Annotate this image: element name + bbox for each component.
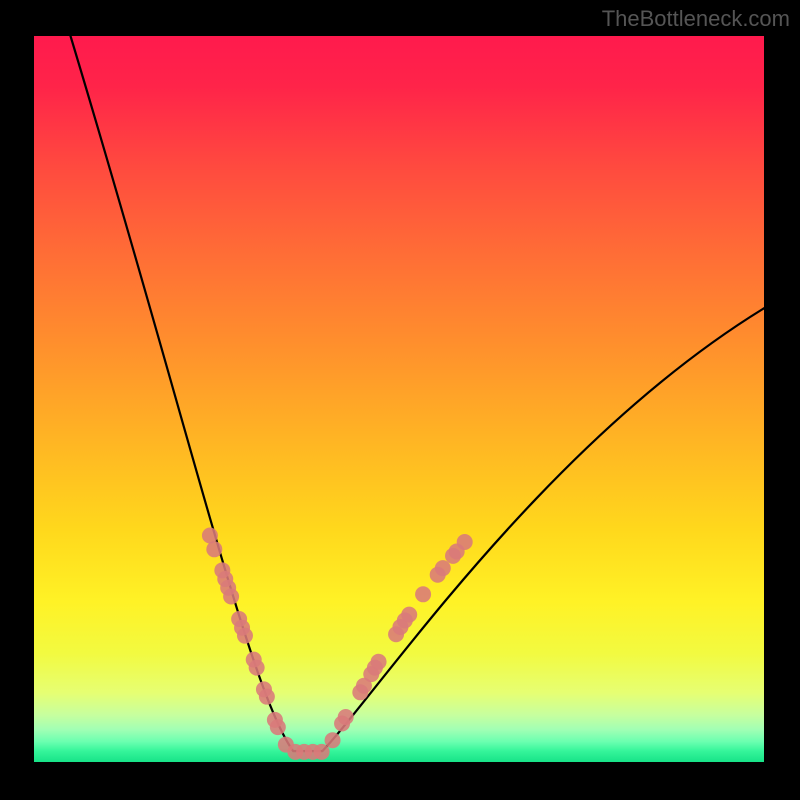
watermark-label: TheBottleneck.com (602, 6, 790, 32)
marker-dot (401, 607, 417, 623)
marker-dot (223, 588, 239, 604)
marker-dot (206, 541, 222, 557)
marker-dot (249, 660, 265, 676)
marker-dot (435, 560, 451, 576)
marker-dot (202, 527, 218, 543)
marker-dot (338, 709, 354, 725)
chart-svg (0, 0, 800, 800)
chart-stage: TheBottleneck.com (0, 0, 800, 800)
marker-dot (270, 719, 286, 735)
marker-dot (325, 732, 341, 748)
marker-dot (371, 654, 387, 670)
marker-dot (259, 689, 275, 705)
plot-background (34, 36, 764, 762)
marker-dot (457, 534, 473, 550)
marker-dot (314, 744, 330, 760)
marker-dot (415, 586, 431, 602)
marker-dot (237, 628, 253, 644)
